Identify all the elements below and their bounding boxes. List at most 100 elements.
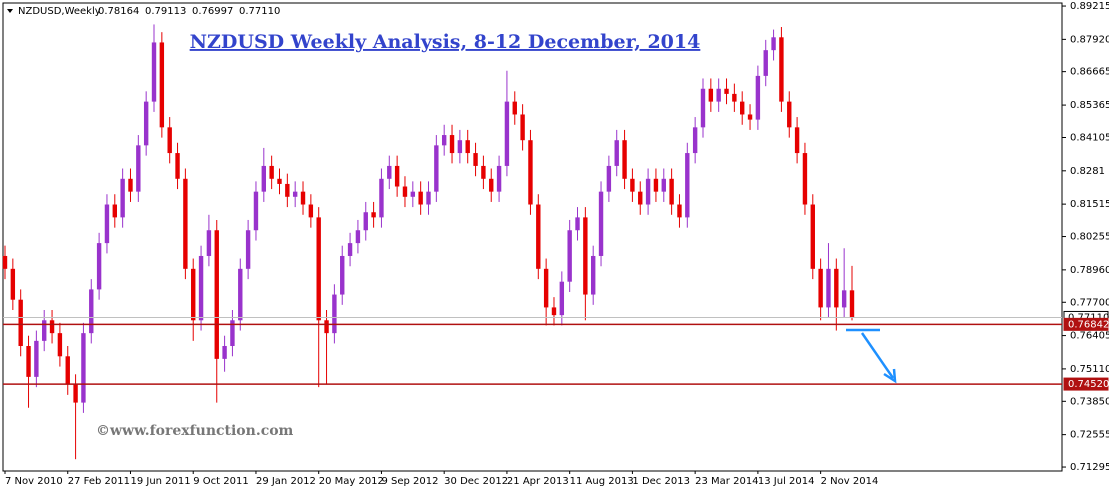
candle-body (387, 165, 392, 179)
candle-body (143, 101, 149, 146)
candle-body (818, 268, 823, 308)
candle-body (598, 191, 604, 256)
candle-body (826, 268, 831, 308)
candle-body (457, 140, 463, 154)
candle-body (669, 178, 674, 205)
candle-body (410, 191, 416, 197)
candle-body (787, 101, 792, 128)
candle-body (763, 50, 768, 76)
candle-body (238, 268, 243, 321)
y-tick-label: 0.77700 (1070, 297, 1109, 308)
candle-body (355, 230, 361, 244)
candle-body (434, 145, 439, 192)
candle-body (692, 127, 698, 154)
candle-body (245, 230, 251, 269)
candle-body (42, 320, 47, 341)
candle-body (73, 384, 78, 403)
y-tick-label: 0.71295 (1070, 462, 1109, 473)
candle-body (191, 268, 196, 321)
candle-body (465, 140, 470, 154)
candle-body (449, 135, 455, 154)
candle-body (379, 178, 384, 218)
candle-body (34, 340, 39, 377)
candle-body (112, 204, 117, 218)
x-tick-label: 20 May 2012 (319, 476, 384, 487)
candle-body (10, 268, 16, 300)
x-tick-label: 23 Mar 2014 (695, 476, 758, 487)
symbol: NZDUSD,Weekly (18, 6, 101, 17)
candle-body (504, 101, 510, 166)
x-tick-label: 13 Jul 2014 (758, 476, 815, 487)
candle-body (716, 88, 721, 102)
x-tick-label: 9 Sep 2012 (381, 476, 438, 487)
candle-body (316, 217, 321, 321)
candle-body (347, 243, 353, 256)
candle-body (175, 153, 180, 179)
x-tick-label: 2 Nov 2014 (821, 476, 879, 487)
candle-body (551, 307, 557, 316)
y-tick-label: 0.80255 (1070, 232, 1109, 243)
candle-body (128, 178, 133, 192)
candle-body (332, 294, 337, 334)
candle-body (26, 346, 31, 377)
candle-body (441, 135, 447, 146)
candle-body (183, 178, 188, 269)
plot-frame (2, 2, 1063, 472)
candle-body (308, 204, 314, 218)
x-tick-label: 21 Apr 2013 (507, 476, 569, 487)
level-tag (1063, 317, 1109, 331)
y-tick-label: 0.87920 (1070, 34, 1109, 45)
candle-body (567, 230, 572, 282)
candle-body (159, 42, 165, 128)
candle-body (96, 243, 102, 290)
candle-body (653, 178, 659, 192)
candle-body (685, 153, 690, 218)
candle-body (496, 165, 502, 192)
candle-body (363, 212, 368, 231)
candle-body (222, 346, 227, 359)
menu-arrow[interactable] (7, 9, 13, 13)
candle-body (253, 191, 259, 231)
candle-body (755, 75, 761, 120)
candle-body (543, 268, 549, 308)
forecast-arrow (846, 328, 897, 384)
candle-body (606, 165, 612, 192)
candle-body (277, 178, 282, 184)
candle-body (747, 114, 753, 120)
candle-body (371, 212, 376, 218)
candle-body (394, 165, 400, 187)
candle-body (426, 191, 431, 205)
candle-body (661, 178, 666, 192)
candle-body (230, 320, 235, 347)
y-tick-label: 0.86665 (1070, 67, 1109, 78)
candle-body (214, 230, 219, 359)
candle-body (2, 255, 8, 269)
x-tick-label: 1 Dec 2013 (632, 476, 690, 487)
y-tick-label: 0.85365 (1070, 100, 1109, 111)
ohlc-close: 0.77110 (239, 6, 280, 17)
candle-body (151, 42, 157, 102)
candle-body (65, 356, 70, 385)
ohlc-open: 0.78164 (98, 6, 139, 17)
candle-body (198, 255, 204, 321)
candle-body (489, 178, 494, 192)
y-tick-label: 0.73850 (1070, 396, 1109, 407)
candle-body (402, 186, 408, 197)
y-tick-label: 0.84105 (1070, 133, 1109, 144)
x-tick-label: 7 Nov 2010 (5, 476, 63, 487)
candle-body (324, 320, 329, 334)
x-tick-label: 19 Jun 2011 (130, 476, 190, 487)
candle-body (300, 191, 306, 205)
candle-body (802, 153, 808, 205)
candle-body (834, 268, 839, 308)
candle-body (575, 217, 580, 231)
candle-body (841, 290, 847, 308)
candle-body (206, 230, 212, 256)
candle-body (583, 217, 588, 295)
candle-body (708, 88, 714, 102)
level-tag (1063, 377, 1109, 391)
candle-body (528, 140, 533, 205)
level-label: 0.74520 (1068, 379, 1109, 390)
candle-body (590, 255, 596, 295)
y-tick-label: 0.78960 (1070, 265, 1109, 276)
